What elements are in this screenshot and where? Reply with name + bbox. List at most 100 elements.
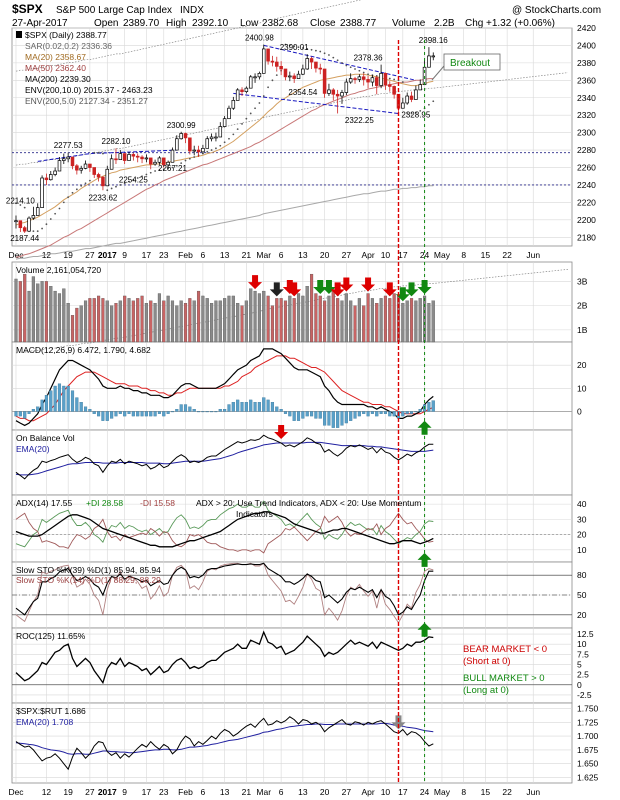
volume-bar [327,295,331,343]
sar-dot [171,166,174,169]
macd-histogram-bar [301,411,305,419]
candle-body [62,158,66,161]
macd-histogram-bar [336,411,340,428]
macd-histogram-bar [192,409,196,412]
sar-dot [332,56,335,59]
candle-body [162,157,166,166]
x-tick-label: 6 [201,787,206,797]
y-tick-label: 2320 [577,110,596,120]
candle-body [201,147,205,153]
sar-dot [106,189,109,192]
volume-bar [27,290,31,343]
candle [35,203,40,216]
price-label: 2354.54 [288,88,317,97]
macd-histogram-bar [210,411,214,413]
candle [79,165,83,174]
macd-histogram-bar [401,411,405,417]
macd-histogram-bar [314,411,318,419]
y-tick-label: 50 [577,590,587,600]
sar-dot [232,133,235,136]
grid-lines [12,27,572,783]
x-tick-label: 6 [279,787,284,797]
legend-ma20: MA(20) 2358.67 [25,52,86,62]
volume-bar [218,300,222,343]
macd-histogram-bar [123,411,127,417]
macd-histogram-bar [388,411,392,417]
candle [109,154,114,170]
candle [114,148,118,165]
y-tick-label: 5 [577,659,582,669]
header-volume-label: Volume [392,18,426,29]
price-label: 2322.25 [345,116,374,125]
candle-body [227,107,231,120]
legend-adx-note2: Indicators [236,509,273,519]
sar-dot [362,71,365,74]
sar-dot [262,95,265,97]
candle-body [75,165,79,171]
candle [196,145,201,158]
sar-dot [58,207,61,210]
header-open-label: Open [94,18,118,29]
x-tick-label: 2017 [98,250,117,260]
candle [279,61,283,76]
volume-bar [140,295,144,343]
x-tick-label: Apr [361,787,374,797]
sar-dot [141,175,143,178]
macd-histogram-bar [257,402,261,412]
macd-histogram-bar [166,411,170,414]
candle [418,79,422,91]
macd-histogram-bar [288,411,292,417]
obv-line [15,434,434,480]
candle-body [344,81,349,93]
adx-line [15,511,434,548]
candle [405,92,409,105]
volume-bar [257,293,261,343]
volume-bar [162,300,166,343]
macd-histogram-bar [92,411,96,414]
candle-body [318,67,323,70]
macd-histogram-bar [349,411,353,421]
candle-body [179,133,183,140]
volume-bar [131,300,135,343]
candle-body [18,220,23,229]
candle [361,73,366,86]
volume-bar [31,276,35,343]
candle-body [314,61,318,69]
volume-marker-arrow [382,282,397,297]
volume-bar [40,281,44,343]
candle-body [183,133,188,139]
volume-bar [62,288,66,343]
channel-upper-line [263,44,417,81]
candle-body [79,168,83,171]
sar-dot [75,188,78,191]
breakout-label: Breakout [450,58,490,69]
macd-histogram-bar [305,411,309,417]
volume-bar [66,303,70,343]
header-low: 2382.68 [262,18,299,29]
candle [127,151,131,161]
candle-body [148,157,153,165]
x-tick-label: Mar [256,250,271,260]
sar-dot [388,77,391,80]
x-tick-label: 8 [461,787,466,797]
x-tick-label: Jun [526,787,540,797]
volume-bar [344,293,348,343]
header-exchange: INDX [180,5,204,16]
candle-body [374,77,379,86]
price-label: 2214.10 [6,197,35,206]
y-tick-label: 0 [577,680,582,690]
data-marks: 2214.10 2187.44 2277.53 2233.62 2282.10 2254.… [6,34,448,783]
x-tick-label: 9 [122,250,127,260]
candle [270,55,275,67]
volume-bar [97,295,101,343]
sar-dot [210,149,213,151]
x-tick-label: 20 [320,787,330,797]
candle [314,61,318,73]
legend-ma50: MA(50) 2362.40 [25,63,86,73]
volume-bar [323,300,327,343]
header-volume: 2.2B [434,18,455,29]
volume-marker-arrow [395,287,410,302]
sar-dot [267,86,269,89]
macd-histogram-bar [136,411,140,417]
candle [27,216,31,232]
